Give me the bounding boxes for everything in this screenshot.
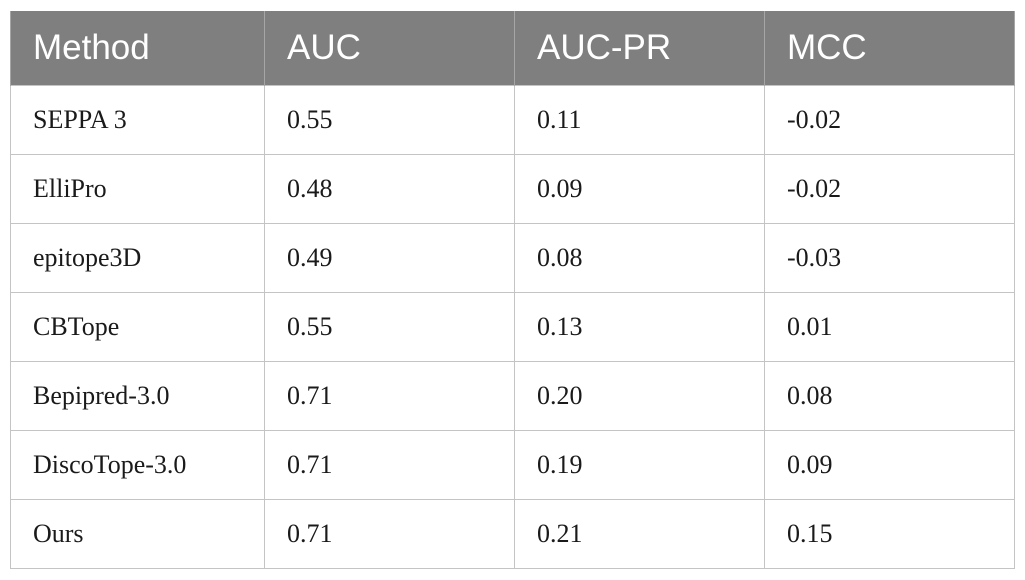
cell-auc: 0.71 bbox=[264, 360, 515, 431]
header-method: Method bbox=[10, 11, 265, 85]
table-row: DiscoTope-3.0 0.71 0.19 0.09 bbox=[10, 429, 1015, 500]
header-mcc: MCC bbox=[764, 11, 1015, 85]
results-table-container: Method AUC AUC-PR MCC SEPPA 3 0.55 0.11 … bbox=[10, 11, 1015, 569]
cell-auc-pr: 0.09 bbox=[514, 153, 765, 224]
table-row: CBTope 0.55 0.13 0.01 bbox=[10, 291, 1015, 362]
results-table: Method AUC AUC-PR MCC SEPPA 3 0.55 0.11 … bbox=[10, 11, 1015, 569]
table-header-row: Method AUC AUC-PR MCC bbox=[10, 11, 1015, 85]
cell-method: SEPPA 3 bbox=[10, 84, 265, 155]
cell-auc: 0.71 bbox=[264, 429, 515, 500]
table-row: Ours 0.71 0.21 0.15 bbox=[10, 498, 1015, 569]
table-row: Bepipred-3.0 0.71 0.20 0.08 bbox=[10, 360, 1015, 431]
cell-method: CBTope bbox=[10, 291, 265, 362]
cell-auc-pr: 0.20 bbox=[514, 360, 765, 431]
cell-method: Bepipred-3.0 bbox=[10, 360, 265, 431]
cell-mcc: -0.03 bbox=[764, 222, 1015, 293]
cell-auc-pr: 0.19 bbox=[514, 429, 765, 500]
cell-mcc: 0.08 bbox=[764, 360, 1015, 431]
cell-auc-pr: 0.11 bbox=[514, 84, 765, 155]
header-auc: AUC bbox=[264, 11, 515, 85]
cell-auc-pr: 0.08 bbox=[514, 222, 765, 293]
cell-method: epitope3D bbox=[10, 222, 265, 293]
cell-method: ElliPro bbox=[10, 153, 265, 224]
table-row: epitope3D 0.49 0.08 -0.03 bbox=[10, 222, 1015, 293]
cell-mcc: -0.02 bbox=[764, 153, 1015, 224]
cell-mcc: 0.15 bbox=[764, 498, 1015, 569]
cell-auc-pr: 0.13 bbox=[514, 291, 765, 362]
cell-auc-pr: 0.21 bbox=[514, 498, 765, 569]
cell-auc: 0.48 bbox=[264, 153, 515, 224]
cell-method: Ours bbox=[10, 498, 265, 569]
cell-mcc: 0.01 bbox=[764, 291, 1015, 362]
cell-mcc: -0.02 bbox=[764, 84, 1015, 155]
cell-auc: 0.55 bbox=[264, 291, 515, 362]
table-row: SEPPA 3 0.55 0.11 -0.02 bbox=[10, 84, 1015, 155]
cell-method: DiscoTope-3.0 bbox=[10, 429, 265, 500]
cell-auc: 0.71 bbox=[264, 498, 515, 569]
cell-mcc: 0.09 bbox=[764, 429, 1015, 500]
cell-auc: 0.49 bbox=[264, 222, 515, 293]
table-row: ElliPro 0.48 0.09 -0.02 bbox=[10, 153, 1015, 224]
header-auc-pr: AUC-PR bbox=[514, 11, 765, 85]
cell-auc: 0.55 bbox=[264, 84, 515, 155]
